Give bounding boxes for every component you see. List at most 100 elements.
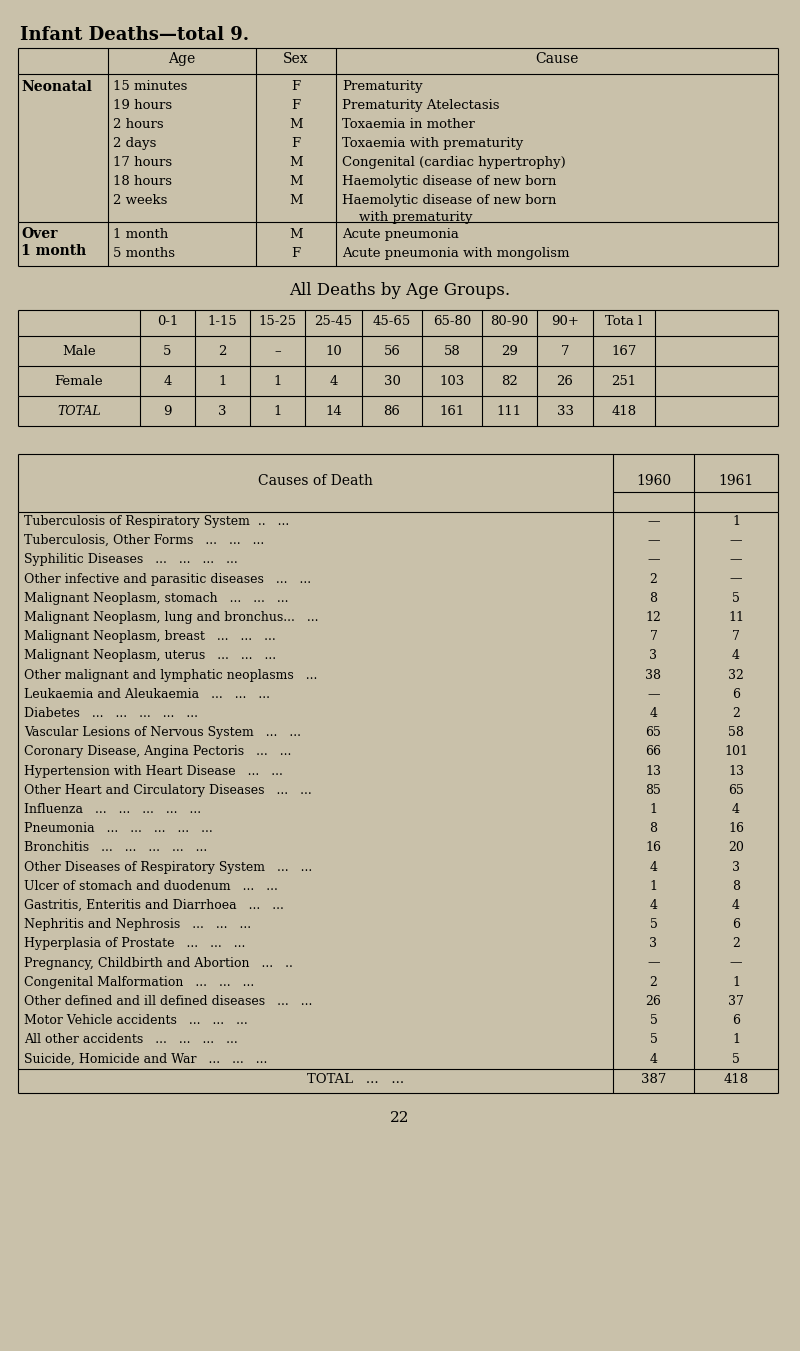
Text: 65: 65 — [646, 727, 662, 739]
Text: 32: 32 — [728, 669, 744, 682]
Text: 3: 3 — [218, 405, 226, 417]
Text: Tuberculosis, Other Forms   ...   ...   ...: Tuberculosis, Other Forms ... ... ... — [24, 534, 264, 547]
Text: 16: 16 — [728, 823, 744, 835]
Text: 12: 12 — [646, 611, 662, 624]
Text: Male: Male — [62, 345, 96, 358]
Text: 3: 3 — [732, 861, 740, 874]
Text: 19 hours: 19 hours — [113, 99, 172, 112]
Text: Congenital Malformation   ...   ...   ...: Congenital Malformation ... ... ... — [24, 975, 254, 989]
Text: 65-80: 65-80 — [433, 315, 471, 328]
Text: 30: 30 — [383, 376, 401, 388]
Text: Influenza   ...   ...   ...   ...   ...: Influenza ... ... ... ... ... — [24, 802, 201, 816]
Text: 66: 66 — [646, 746, 662, 758]
Text: 4: 4 — [732, 898, 740, 912]
Text: Other Heart and Circulatory Diseases   ...   ...: Other Heart and Circulatory Diseases ...… — [24, 784, 312, 797]
Text: Prematurity: Prematurity — [342, 80, 422, 93]
Text: 4: 4 — [330, 376, 338, 388]
Text: 2 hours: 2 hours — [113, 118, 164, 131]
Text: with prematurity: with prematurity — [342, 211, 473, 224]
Text: 387: 387 — [641, 1073, 666, 1086]
Text: Toxaemia in mother: Toxaemia in mother — [342, 118, 475, 131]
Text: 7: 7 — [561, 345, 570, 358]
Text: 5: 5 — [650, 1015, 658, 1027]
Text: 22: 22 — [390, 1111, 410, 1125]
Text: Bronchitis   ...   ...   ...   ...   ...: Bronchitis ... ... ... ... ... — [24, 842, 207, 854]
Text: —: — — [647, 554, 660, 566]
Text: 111: 111 — [497, 405, 522, 417]
Text: All other accidents   ...   ...   ...   ...: All other accidents ... ... ... ... — [24, 1034, 238, 1047]
Text: Other infective and parasitic diseases   ...   ...: Other infective and parasitic diseases .… — [24, 573, 311, 585]
Text: 90+: 90+ — [551, 315, 579, 328]
Text: 5: 5 — [732, 592, 740, 605]
Text: 5: 5 — [650, 919, 658, 931]
Text: 418: 418 — [723, 1073, 749, 1086]
Text: 33: 33 — [557, 405, 574, 417]
Text: 1960: 1960 — [636, 474, 671, 488]
Text: 16: 16 — [646, 842, 662, 854]
Text: F: F — [291, 80, 301, 93]
Text: —: — — [730, 554, 742, 566]
Text: Gastritis, Enteritis and Diarrhoea   ...   ...: Gastritis, Enteritis and Diarrhoea ... .… — [24, 898, 284, 912]
Text: 5: 5 — [163, 345, 172, 358]
Text: 418: 418 — [611, 405, 637, 417]
Text: 5: 5 — [732, 1052, 740, 1066]
Text: Leukaemia and Aleukaemia   ...   ...   ...: Leukaemia and Aleukaemia ... ... ... — [24, 688, 270, 701]
Text: 2: 2 — [732, 938, 740, 950]
Text: 4: 4 — [732, 802, 740, 816]
Text: Nephritis and Nephrosis   ...   ...   ...: Nephritis and Nephrosis ... ... ... — [24, 919, 251, 931]
Text: 7: 7 — [732, 630, 740, 643]
Text: –: – — [274, 345, 281, 358]
Text: 1: 1 — [650, 880, 658, 893]
Text: M: M — [289, 176, 303, 188]
Text: Vascular Lesions of Nervous System   ...   ...: Vascular Lesions of Nervous System ... .… — [24, 727, 301, 739]
Text: 167: 167 — [611, 345, 637, 358]
Text: 11: 11 — [728, 611, 744, 624]
Text: TOTAL: TOTAL — [57, 405, 101, 417]
Text: —: — — [730, 573, 742, 585]
Text: 85: 85 — [646, 784, 662, 797]
Text: Female: Female — [54, 376, 103, 388]
Text: 80-90: 80-90 — [490, 315, 529, 328]
Text: 29: 29 — [501, 345, 518, 358]
Text: 1: 1 — [274, 376, 282, 388]
Text: Hypertension with Heart Disease   ...   ...: Hypertension with Heart Disease ... ... — [24, 765, 283, 778]
Text: —: — — [647, 688, 660, 701]
Text: 25-45: 25-45 — [314, 315, 353, 328]
Text: Cause: Cause — [535, 51, 578, 66]
Text: 4: 4 — [163, 376, 172, 388]
Text: 38: 38 — [646, 669, 662, 682]
Text: Malignant Neoplasm, breast   ...   ...   ...: Malignant Neoplasm, breast ... ... ... — [24, 630, 276, 643]
Text: 5 months: 5 months — [113, 247, 175, 259]
Text: 56: 56 — [383, 345, 401, 358]
Text: Malignant Neoplasm, stomach   ...   ...   ...: Malignant Neoplasm, stomach ... ... ... — [24, 592, 289, 605]
Text: 7: 7 — [650, 630, 658, 643]
Text: M: M — [289, 228, 303, 240]
Text: 4: 4 — [650, 898, 658, 912]
Text: 1: 1 — [732, 975, 740, 989]
Text: 82: 82 — [501, 376, 518, 388]
Text: Toxaemia with prematurity: Toxaemia with prematurity — [342, 136, 523, 150]
Text: F: F — [291, 247, 301, 259]
Text: 1: 1 — [732, 515, 740, 528]
Text: M: M — [289, 195, 303, 207]
Text: 4: 4 — [650, 861, 658, 874]
Text: M: M — [289, 118, 303, 131]
Text: 1-15: 1-15 — [208, 315, 238, 328]
Text: 8: 8 — [650, 592, 658, 605]
Text: Tota l: Tota l — [606, 315, 642, 328]
Text: Diabetes   ...   ...   ...   ...   ...: Diabetes ... ... ... ... ... — [24, 707, 198, 720]
Text: —: — — [647, 515, 660, 528]
Text: 0-1: 0-1 — [157, 315, 178, 328]
Text: Malignant Neoplasm, lung and bronchus...   ...: Malignant Neoplasm, lung and bronchus...… — [24, 611, 318, 624]
Text: Causes of Death: Causes of Death — [258, 474, 373, 488]
Text: 2 weeks: 2 weeks — [113, 195, 167, 207]
Text: 15 minutes: 15 minutes — [113, 80, 187, 93]
Text: Pneumonia   ...   ...   ...   ...   ...: Pneumonia ... ... ... ... ... — [24, 823, 213, 835]
Text: 2: 2 — [732, 707, 740, 720]
Text: 13: 13 — [646, 765, 662, 778]
Text: 161: 161 — [439, 405, 465, 417]
Text: 17 hours: 17 hours — [113, 155, 172, 169]
Text: Syphilitic Diseases   ...   ...   ...   ...: Syphilitic Diseases ... ... ... ... — [24, 554, 238, 566]
Text: 1: 1 — [218, 376, 226, 388]
Text: 6: 6 — [732, 1015, 740, 1027]
